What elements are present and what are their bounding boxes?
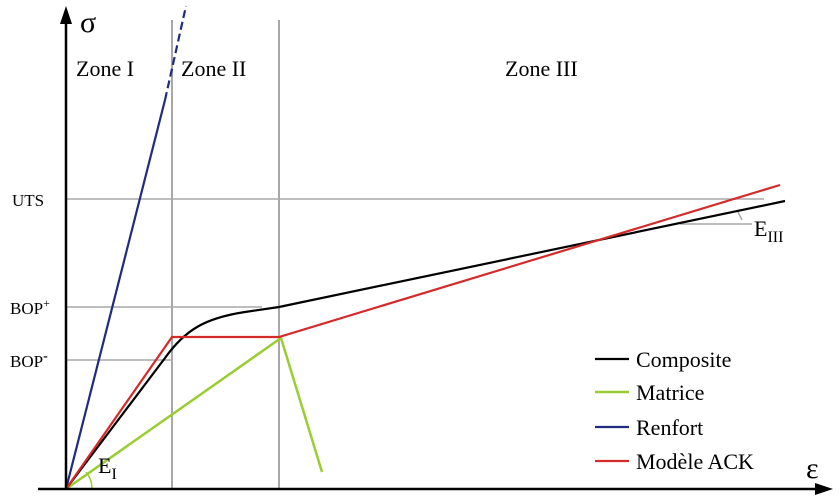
sigma-symbol: σ <box>80 6 96 39</box>
y-axis-arrow <box>60 6 72 24</box>
x-axis-arrow <box>815 483 833 495</box>
ack-model-curve <box>65 183 781 490</box>
bop-plus-label: BOP+ <box>10 296 50 318</box>
renfort-curve <box>64 99 167 490</box>
e3-label: EIII <box>754 216 783 246</box>
epsilon-symbol: ε <box>806 452 819 485</box>
zone-1-label: Zone I <box>76 56 134 81</box>
renfort-curve-extension <box>163 5 188 101</box>
e3-slope-tick <box>737 211 743 221</box>
composite-curve <box>65 199 786 490</box>
bop-minus-label: BOP- <box>10 349 48 371</box>
legend-label-matrice: Matrice <box>636 380 704 405</box>
matrice-curve <box>65 335 324 491</box>
legend-label-renfort: Renfort <box>636 415 703 440</box>
legend-label-ack: Modèle ACK <box>636 449 754 474</box>
zone-2-label: Zone II <box>181 56 246 81</box>
legend: Composite Matrice Renfort Modèle ACK <box>595 347 754 474</box>
legend-label-composite: Composite <box>636 347 731 372</box>
e1-label: EI <box>98 453 117 483</box>
zone-3-label: Zone III <box>505 56 578 81</box>
uts-label: UTS <box>12 191 44 210</box>
